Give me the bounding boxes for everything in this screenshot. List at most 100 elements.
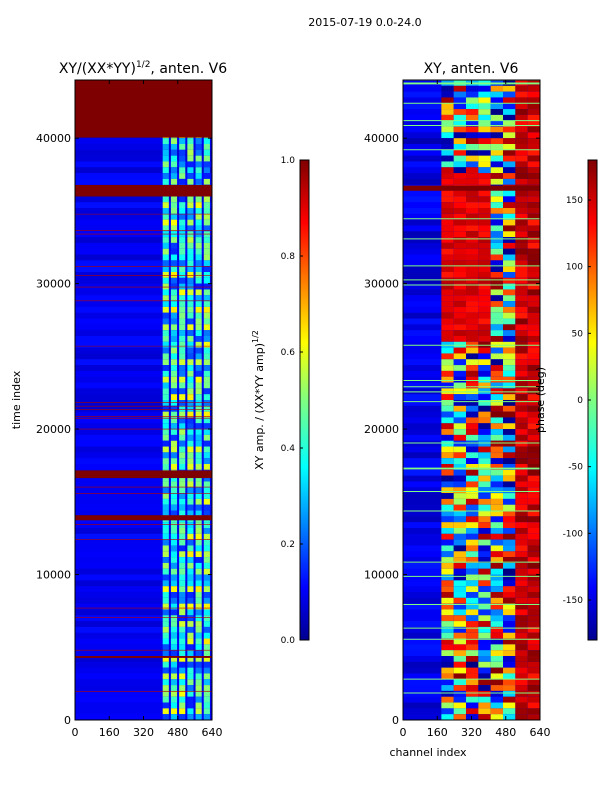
heatmap-cell: [170, 685, 178, 692]
heatmap-cell: [195, 650, 202, 657]
heatmap-cell: [162, 149, 169, 157]
heatmap-cell: [195, 289, 202, 296]
heatmap-cell: [478, 272, 491, 279]
heatmap-cell: [203, 621, 210, 628]
heatmap-cell: [466, 167, 479, 174]
heatmap-cell: [170, 487, 178, 494]
heatmap-cell: [195, 178, 202, 186]
heatmap-cell: [441, 178, 454, 186]
heatmap-cell: [490, 586, 504, 593]
heatmap-row: [75, 685, 212, 692]
heatmap-cell: [503, 336, 516, 343]
heatmap-row: [75, 225, 212, 232]
y-tick-label: 0: [392, 714, 399, 727]
heatmap-cell: [453, 312, 467, 320]
heatmap-cell: [162, 289, 169, 296]
heatmap-cell: [453, 208, 467, 215]
heatmap-cell: [179, 423, 186, 430]
heatmap-cell: [441, 237, 454, 244]
heatmap-cell: [515, 138, 528, 145]
heatmap-row: [75, 167, 212, 174]
heatmap-cell: [187, 178, 194, 186]
heatmap-cell: [441, 144, 454, 151]
heatmap-cell: [466, 178, 479, 186]
heatmap-row: [75, 539, 212, 546]
heatmap-cell: [478, 475, 491, 482]
heatmap-cell: [441, 632, 454, 640]
heatmap-cell: [187, 388, 194, 395]
heatmap-cell: [203, 144, 210, 151]
heatmap-cell: [515, 504, 528, 512]
heatmap-cell: [466, 266, 479, 273]
heatmap-cell: [195, 504, 202, 512]
heatmap-cell: [187, 295, 194, 302]
colorbar-tick-label: 0: [577, 396, 583, 406]
heatmap-cell: [203, 161, 210, 168]
heatmap-cell: [441, 114, 454, 122]
heatmap-cell: [179, 685, 186, 692]
phase-title: XY, anten. V6: [424, 61, 519, 77]
heatmap-cell: [490, 167, 504, 174]
heatmap-cell: [527, 708, 540, 715]
heatmap-cell: [503, 504, 516, 512]
heatmap-cell: [490, 138, 504, 145]
heatmap-cell: [490, 568, 504, 576]
heatmap-cell: [466, 248, 479, 256]
heatmap-cell: [441, 167, 454, 174]
heatmap-cell: [170, 586, 178, 593]
heatmap-cell: [453, 370, 467, 378]
heatmap-cell: [515, 394, 528, 401]
heatmap-cell: [195, 365, 202, 372]
heatmap-cell: [453, 644, 467, 651]
heatmap-cell: [453, 318, 467, 325]
heatmap-cell: [162, 638, 169, 645]
heatmap-cell: [453, 440, 467, 448]
heatmap-cell: [179, 202, 186, 209]
heatmap-cell: [515, 306, 528, 314]
heatmap-cell: [527, 545, 540, 552]
heatmap-cell: [515, 446, 528, 453]
heatmap-cell: [478, 394, 491, 401]
heatmap-cell: [203, 231, 210, 238]
heatmap-cell: [179, 557, 186, 564]
heatmap-cell: [527, 289, 540, 296]
heatmap-cell: [187, 621, 194, 628]
heatmap-cell: [453, 103, 467, 110]
heatmap-cell: [490, 400, 504, 407]
colorbar-tick-label: 0.6: [281, 348, 296, 358]
heatmap-cell: [503, 522, 516, 529]
heatmap-cell: [162, 359, 169, 366]
heatmap-cell: [441, 446, 454, 453]
heatmap-cell: [195, 551, 202, 558]
heatmap-cell: [478, 673, 491, 680]
heatmap-cell: [453, 289, 467, 296]
heatmap-cell: [453, 161, 467, 168]
heatmap-cell: [170, 208, 178, 215]
heatmap-cell: [203, 510, 210, 517]
heatmap-cell: [162, 545, 169, 552]
heatmap-cell: [441, 219, 454, 226]
colorbar-tick-label: 0.0: [281, 636, 296, 646]
heatmap-cell: [503, 446, 516, 453]
heatmap-cell: [453, 510, 467, 517]
heatmap-cell: [203, 266, 210, 273]
heatmap-cell: [203, 417, 210, 424]
heatmap-cell: [515, 626, 528, 634]
heatmap-cell: [187, 260, 194, 267]
heatmap-cell: [453, 324, 467, 331]
heatmap-cell: [187, 475, 194, 482]
heatmap-cell: [453, 423, 467, 430]
heatmap-cell: [162, 272, 169, 279]
heatmap-cell: [162, 295, 169, 302]
heatmap-cell: [453, 522, 467, 529]
heatmap-cell: [203, 545, 210, 552]
heatmap-cell: [466, 370, 479, 378]
heatmap-cell: [441, 277, 454, 285]
heatmap-cell: [179, 196, 186, 203]
heatmap-cell: [490, 365, 504, 372]
heatmap-cell: [203, 324, 210, 331]
heatmap-cell: [490, 557, 504, 564]
heatmap-cell: [515, 429, 528, 436]
heatmap-cell: [453, 248, 467, 256]
